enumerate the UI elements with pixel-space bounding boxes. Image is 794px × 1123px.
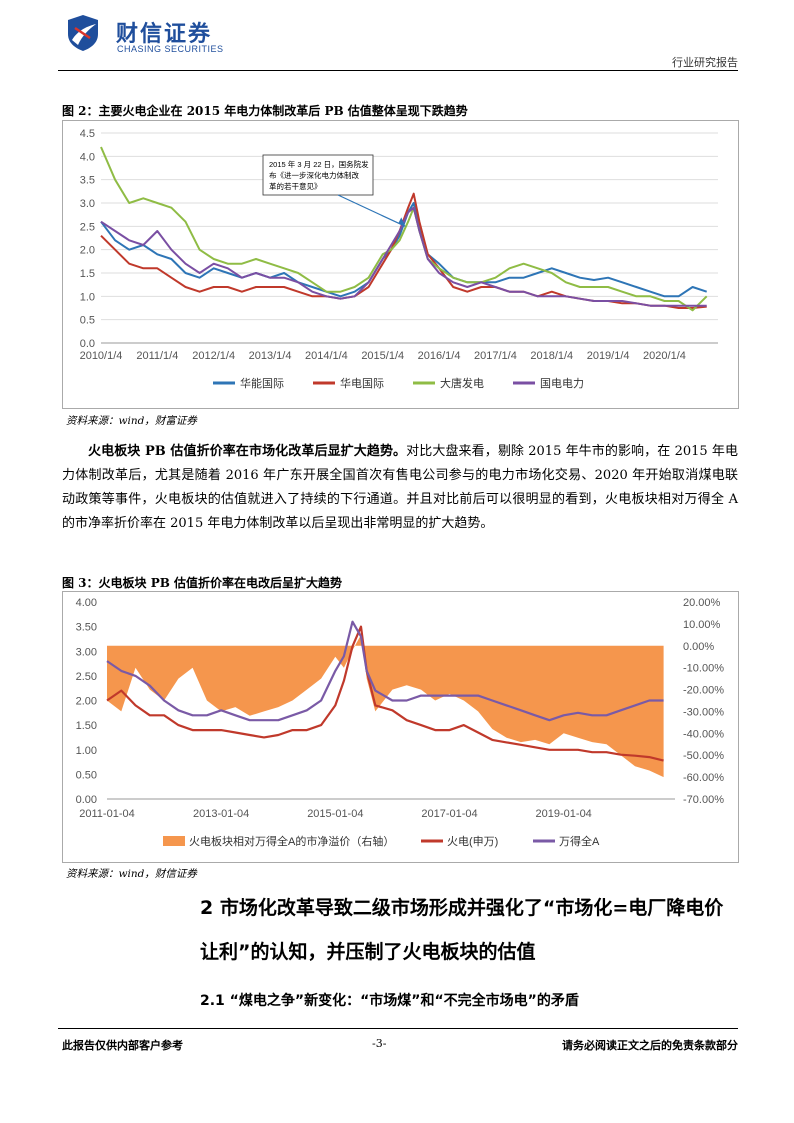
footer-divider — [58, 1028, 738, 1029]
chart2-y-right-tick-label: 20.00% — [683, 597, 721, 609]
chart2-x-tick-label: 2019-01-04 — [536, 808, 592, 820]
chart2-y-left-tick-label: 4.00 — [76, 597, 97, 609]
chart1-y-tick-label: 1.5 — [80, 268, 95, 280]
chart1-legend-label: 国电电力 — [540, 377, 584, 390]
chart2-x-tick-label: 2011-01-04 — [79, 808, 134, 820]
chart2-y-right-tick-label: 0.00% — [683, 641, 714, 653]
paragraph-lead: 火电板块 PB 估值折价率在市场化改革后显扩大趋势。 — [88, 444, 407, 459]
chart2-y-left-tick-label: 0.50 — [76, 769, 97, 781]
logo-english-name: CHASING SECURITIES — [117, 44, 224, 54]
figure2-chart-frame: 0.0 0.5 1.0 1.5 2.0 2.5 3.0 3.5 4.0 4.5 2010/1/4 20… — [62, 120, 739, 409]
figure2-title: 图 2：主要火电企业在 2015 年电力体制改革后 PB 估值整体呈现下跌趋势 — [62, 104, 468, 118]
chart2-legend-label: 火电(申万) — [447, 835, 498, 848]
chart2-y-right-tick-label: -40.00% — [683, 728, 724, 740]
chart1-x-tick-label: 2015/1/4 — [361, 350, 404, 362]
company-logo-icon — [68, 15, 98, 51]
chart2-y-right-tick-label: -70.00% — [683, 794, 724, 806]
chart1-x-tick-label: 2017/1/4 — [474, 350, 517, 362]
chart2-y-left-tick-label: 2.00 — [76, 696, 97, 708]
chart2-x-tick-label: 2017-01-04 — [421, 808, 477, 820]
chart2-y-left-tick-label: 1.50 — [76, 720, 97, 732]
chart1-x-tick-label: 2011/1/4 — [136, 350, 178, 362]
chart2-y-right-tick-label: 10.00% — [683, 619, 721, 631]
logo-chinese-name: 财信证券 — [116, 22, 213, 47]
chart1-annotation-box — [262, 154, 374, 196]
chart1-x-tick-label: 2013/1/4 — [249, 350, 292, 362]
chart1-annotation-arrow — [337, 194, 406, 227]
chart1-x-tick-label: 2018/1/4 — [530, 350, 573, 362]
chart1-y-tick-label: 0.0 — [80, 338, 95, 350]
figure3-chart-frame: 0.00 0.50 1.00 1.50 2.00 2.50 3.00 3.50 4.00 20.0… — [62, 591, 739, 863]
chart1-series-line — [100, 206, 707, 307]
chart1-x-tick-label: 2010/1/4 — [80, 350, 123, 362]
chart2-legend-swatch — [163, 836, 185, 846]
chart1-y-tick-label: 3.5 — [80, 175, 95, 187]
chart1-annotation-text: 布《进一步深化电力体制改 — [269, 170, 359, 180]
chart2-y-left-tick-label: 2.50 — [76, 671, 97, 683]
chart1-series-line — [100, 146, 708, 312]
chart1-y-tick-label: 0.5 — [80, 315, 95, 327]
chart1-annotation-text: 2015 年 3 月 22 日，国务院发 — [269, 159, 369, 169]
chart2-x-tick-label: 2013-01-04 — [193, 808, 249, 820]
body-paragraph: 火电板块 PB 估值折价率在市场化改革后显扩大趋势。对比大盘来看，剔除 2015… — [62, 440, 738, 536]
chart2-y-right-tick-label: -10.00% — [683, 663, 724, 675]
page-number: -3- — [372, 1037, 387, 1050]
chart1-annotation-text: 革的若干意见》 — [269, 181, 322, 191]
chart1-x-tick-label: 2019/1/4 — [587, 350, 630, 362]
figure2-chart: 0.0 0.5 1.0 1.5 2.0 2.5 3.0 3.5 4.0 4.5 2010/1/4 20… — [80, 128, 718, 390]
figure3-chart: 0.00 0.50 1.00 1.50 2.00 2.50 3.00 3.50 4.00 20.0… — [76, 597, 725, 848]
chart1-y-tick-label: 4.5 — [80, 128, 95, 140]
chart1-y-tick-label: 3.0 — [80, 198, 95, 210]
chart1-annotation-arrowhead — [398, 217, 406, 227]
chart2-x-tick-label: 2015-01-04 — [307, 808, 363, 820]
chart2-y-left-tick-label: 1.00 — [76, 745, 97, 757]
chart1-x-tick-label: 2014/1/4 — [305, 350, 348, 362]
chart2-y-right-tick-label: -30.00% — [683, 706, 724, 718]
chart1-series-line — [100, 192, 707, 309]
chart2-y-left-tick-label: 3.00 — [76, 646, 97, 658]
chart1-legend-label: 华电国际 — [340, 376, 384, 390]
figure2-source: 资料来源：wind，财富证券 — [66, 415, 197, 427]
figure3-source: 资料来源：wind，财信证券 — [66, 868, 197, 880]
chart1-x-tick-label: 2020/1/4 — [643, 350, 686, 362]
subsection-heading: 2.1 “煤电之争”新变化：“市场煤”和“不完全市场电”的矛盾 — [200, 993, 579, 1009]
chart2-y-right-tick-label: -50.00% — [683, 750, 724, 762]
chart2-legend-label: 万得全A — [559, 834, 600, 848]
chart2-y-left-tick-label: 0.00 — [76, 794, 97, 806]
footer-disclaimer-left: 此报告仅供内部客户参考 — [62, 1039, 183, 1052]
paragraph-body: 对比大盘来看，剔除 2015 年牛市的影响，在 2015 年电力体制改革后，尤其… — [62, 444, 738, 531]
figure3-title: 图 3：火电板块 PB 估值折价率在电改后呈扩大趋势 — [62, 576, 343, 590]
section-heading: 2 市场化改革导致二级市场形成并强化了“市场化=电厂降电价让利”的认知，并压制了… — [200, 897, 724, 963]
chart1-y-tick-label: 2.0 — [80, 245, 95, 257]
footer-disclaimer-right: 请务必阅读正文之后的免责条款部分 — [562, 1039, 738, 1052]
chart1-legend-label: 大唐发电 — [440, 376, 484, 390]
chart2-series-line — [106, 625, 664, 762]
chart2-legend-label: 火电板块相对万得全A的市净溢价（右轴） — [189, 834, 394, 848]
chart2-y-left-tick-label: 3.50 — [76, 622, 97, 634]
chart1-x-tick-label: 2016/1/4 — [418, 350, 461, 362]
chart2-y-right-tick-label: -60.00% — [683, 772, 724, 784]
header-divider — [58, 70, 738, 71]
chart2-area-series — [107, 634, 664, 778]
chart1-y-tick-label: 2.5 — [80, 221, 95, 233]
report-type-label: 行业研究报告 — [672, 56, 738, 69]
chart1-x-tick-label: 2012/1/4 — [192, 350, 235, 362]
chart2-series-line — [106, 620, 664, 722]
chart2-y-right-tick-label: -20.00% — [683, 685, 724, 697]
chart1-y-tick-label: 1.0 — [80, 291, 95, 303]
chart1-y-tick-label: 4.0 — [80, 151, 95, 163]
chart1-legend-label: 华能国际 — [240, 376, 284, 390]
